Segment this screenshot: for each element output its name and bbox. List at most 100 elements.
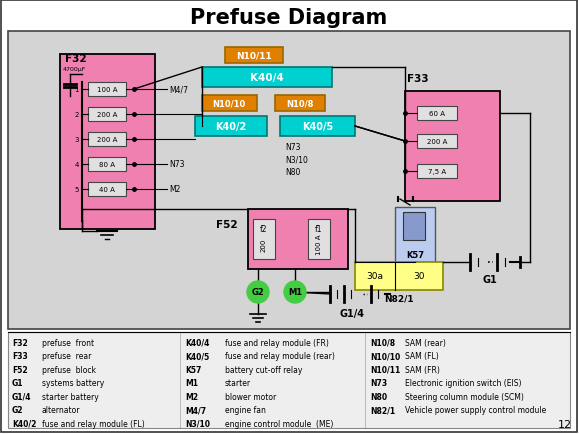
Text: 200 A: 200 A [427,139,447,145]
Text: 4: 4 [75,161,79,168]
Bar [8,332,570,428]
Bar [355,263,443,290]
Text: G1: G1 [12,378,24,388]
Text: 80 A: 80 A [99,161,115,168]
Text: N73: N73 [370,378,387,388]
Text: N73: N73 [169,160,185,169]
Text: K57: K57 [406,250,424,259]
Text: F33: F33 [407,74,428,84]
Text: battery cut-off relay: battery cut-off relay [225,365,302,374]
Text: 30: 30 [413,272,425,281]
Text: K57: K57 [185,365,201,374]
Bar [88,133,126,147]
Bar [88,158,126,171]
Text: f2: f2 [260,224,267,233]
Text: N10/11: N10/11 [370,365,400,374]
Text: prefuse  block: prefuse block [42,365,96,374]
Text: N3/10: N3/10 [185,419,210,428]
Text: Prefuse Diagram: Prefuse Diagram [190,8,387,28]
Bar [308,220,330,260]
Text: 60 A: 60 A [429,111,445,117]
Text: N10/10: N10/10 [212,99,245,108]
Text: N80: N80 [370,392,387,401]
Text: K40/5: K40/5 [302,122,333,132]
Text: 7,5 A: 7,5 A [428,169,446,174]
Text: F52: F52 [12,365,28,374]
Text: N10/8: N10/8 [286,99,314,108]
Text: G1/4: G1/4 [12,392,31,401]
Text: 4700µF: 4700µF [63,67,86,72]
Text: SAM (rear): SAM (rear) [405,338,446,347]
Text: 3: 3 [75,137,79,143]
Text: N73
N3/10
N80: N73 N3/10 N80 [285,143,308,177]
Text: prefuse  rear: prefuse rear [42,352,91,361]
Bar [195,117,267,137]
Text: F33: F33 [12,352,28,361]
Bar [60,55,155,230]
Bar [253,220,275,260]
Text: Electronic ignition switch (EIS): Electronic ignition switch (EIS) [405,378,522,388]
Text: 1: 1 [75,87,79,93]
Text: F32: F32 [12,338,28,347]
Bar [202,68,332,88]
Text: prefuse  front: prefuse front [42,338,94,347]
Text: N82/1: N82/1 [370,405,395,414]
Bar [280,117,355,137]
Text: 5: 5 [75,187,79,193]
Bar [403,213,425,240]
Text: 200 A: 200 A [97,137,117,143]
Text: SAM (FR): SAM (FR) [405,365,440,374]
Text: M2: M2 [185,392,198,401]
Text: N82/1: N82/1 [384,294,414,303]
Text: N10/11: N10/11 [236,51,272,60]
Text: K40/4: K40/4 [185,338,210,347]
Text: SAM (FL): SAM (FL) [405,352,439,361]
Text: K40/5: K40/5 [185,352,209,361]
Text: 200 A: 200 A [97,112,117,118]
Text: 2: 2 [75,112,79,118]
Text: K40/2: K40/2 [215,122,247,132]
Bar [88,83,126,97]
Bar [8,32,570,329]
Text: fuse and relay module (FL): fuse and relay module (FL) [42,419,145,428]
Text: M4/7: M4/7 [169,85,188,94]
Bar [417,107,457,121]
Text: starter: starter [225,378,251,388]
Text: F52: F52 [216,220,237,230]
Text: starter battery: starter battery [42,392,99,401]
Text: K40/4: K40/4 [250,73,284,83]
Text: 12: 12 [558,419,572,429]
Bar [248,210,348,270]
Circle shape [284,281,306,303]
Text: G2: G2 [252,288,265,297]
Text: blower motor: blower motor [225,392,276,401]
Text: 100 A: 100 A [97,87,118,93]
Bar [88,108,126,122]
Text: M4/7: M4/7 [185,405,206,414]
Text: N10/10: N10/10 [370,352,400,361]
Text: 40 A: 40 A [99,187,115,193]
Bar [225,48,283,64]
Text: Steering column module (SCM): Steering column module (SCM) [405,392,524,401]
Text: 200: 200 [261,238,267,251]
Text: engine fan: engine fan [225,405,266,414]
Text: f1: f1 [315,224,323,233]
Bar [275,96,325,112]
Text: G2: G2 [12,405,24,414]
Bar [405,92,500,201]
Text: M1: M1 [185,378,198,388]
Text: F32: F32 [65,54,87,64]
Text: engine control module  (ME): engine control module (ME) [225,419,334,428]
Text: G1/4: G1/4 [339,308,365,318]
Text: M2: M2 [169,185,181,194]
Circle shape [247,281,269,303]
Bar [395,207,435,263]
Text: 30a: 30a [367,272,383,281]
Text: systems battery: systems battery [42,378,104,388]
Text: fuse and relay module (rear): fuse and relay module (rear) [225,352,335,361]
Bar [417,135,457,149]
Text: alternator: alternator [42,405,80,414]
Bar [202,96,257,112]
Bar [88,183,126,197]
Text: G1: G1 [483,274,497,284]
